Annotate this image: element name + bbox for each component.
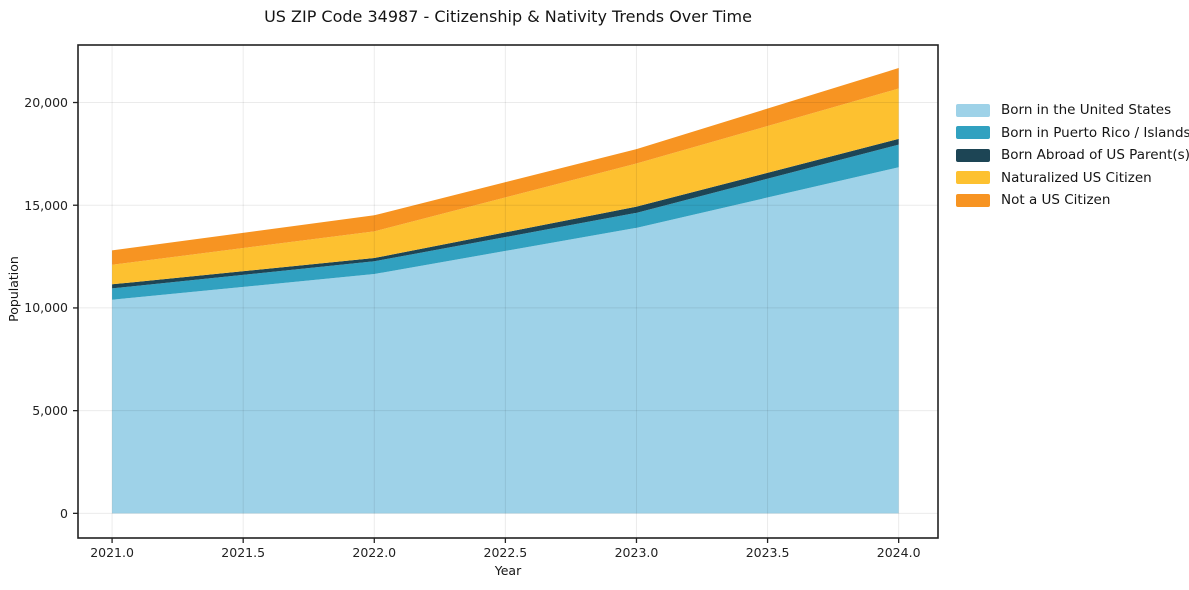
legend-swatch-icon	[956, 193, 990, 207]
legend-item: Born Abroad of US Parent(s)	[956, 148, 1189, 162]
legend-item: Born in Puerto Rico / Islands	[956, 126, 1189, 140]
legend-label: Not a US Citizen	[1001, 192, 1111, 208]
x-tick-label: 2022.0	[352, 545, 397, 560]
legend-label: Naturalized US Citizen	[1001, 169, 1152, 186]
x-axis-label: Year	[494, 563, 522, 578]
axes-spines	[77, 44, 939, 539]
area-series-1	[112, 144, 899, 300]
y-tick-label: 20,000	[24, 95, 68, 111]
legend-label: Born Abroad of US Parent(s)	[1001, 147, 1189, 163]
legend-item: Naturalized US Citizen	[956, 171, 1189, 185]
legend-swatch-icon	[956, 126, 990, 139]
legend-label: Born in the United States	[1001, 102, 1172, 118]
y-tick-label: 10,000	[24, 300, 68, 316]
legend-swatch-icon	[956, 148, 990, 162]
area-series-0	[112, 167, 899, 514]
area-series-3	[112, 88, 899, 285]
y-tick-label: 15,000	[24, 197, 68, 213]
legend-item: Not a US Citizen	[956, 193, 1189, 207]
x-tick-label: 2024.0	[876, 545, 921, 560]
legend: Born in the United States Born in Puerto…	[956, 103, 1189, 207]
y-axis-label: Population	[6, 256, 21, 322]
legend-swatch-icon	[956, 103, 990, 117]
y-tick-label: 0	[60, 505, 68, 521]
x-tick-label: 2021.5	[221, 545, 266, 560]
legend-label: Born in Puerto Rico / Islands	[1001, 124, 1189, 141]
legend-swatch-icon	[956, 171, 990, 184]
legend-item: Born in the United States	[956, 103, 1189, 117]
x-tick-label: 2023.0	[614, 545, 659, 560]
y-tick-label: 5,000	[32, 403, 68, 419]
area-series-4	[112, 68, 899, 265]
x-tick-label: 2023.5	[745, 545, 790, 560]
x-tick-label: 2021.0	[90, 545, 134, 560]
x-tick-label: 2022.5	[483, 545, 528, 560]
chart-title: US ZIP Code 34987 - Citizenship & Nativi…	[264, 7, 752, 26]
